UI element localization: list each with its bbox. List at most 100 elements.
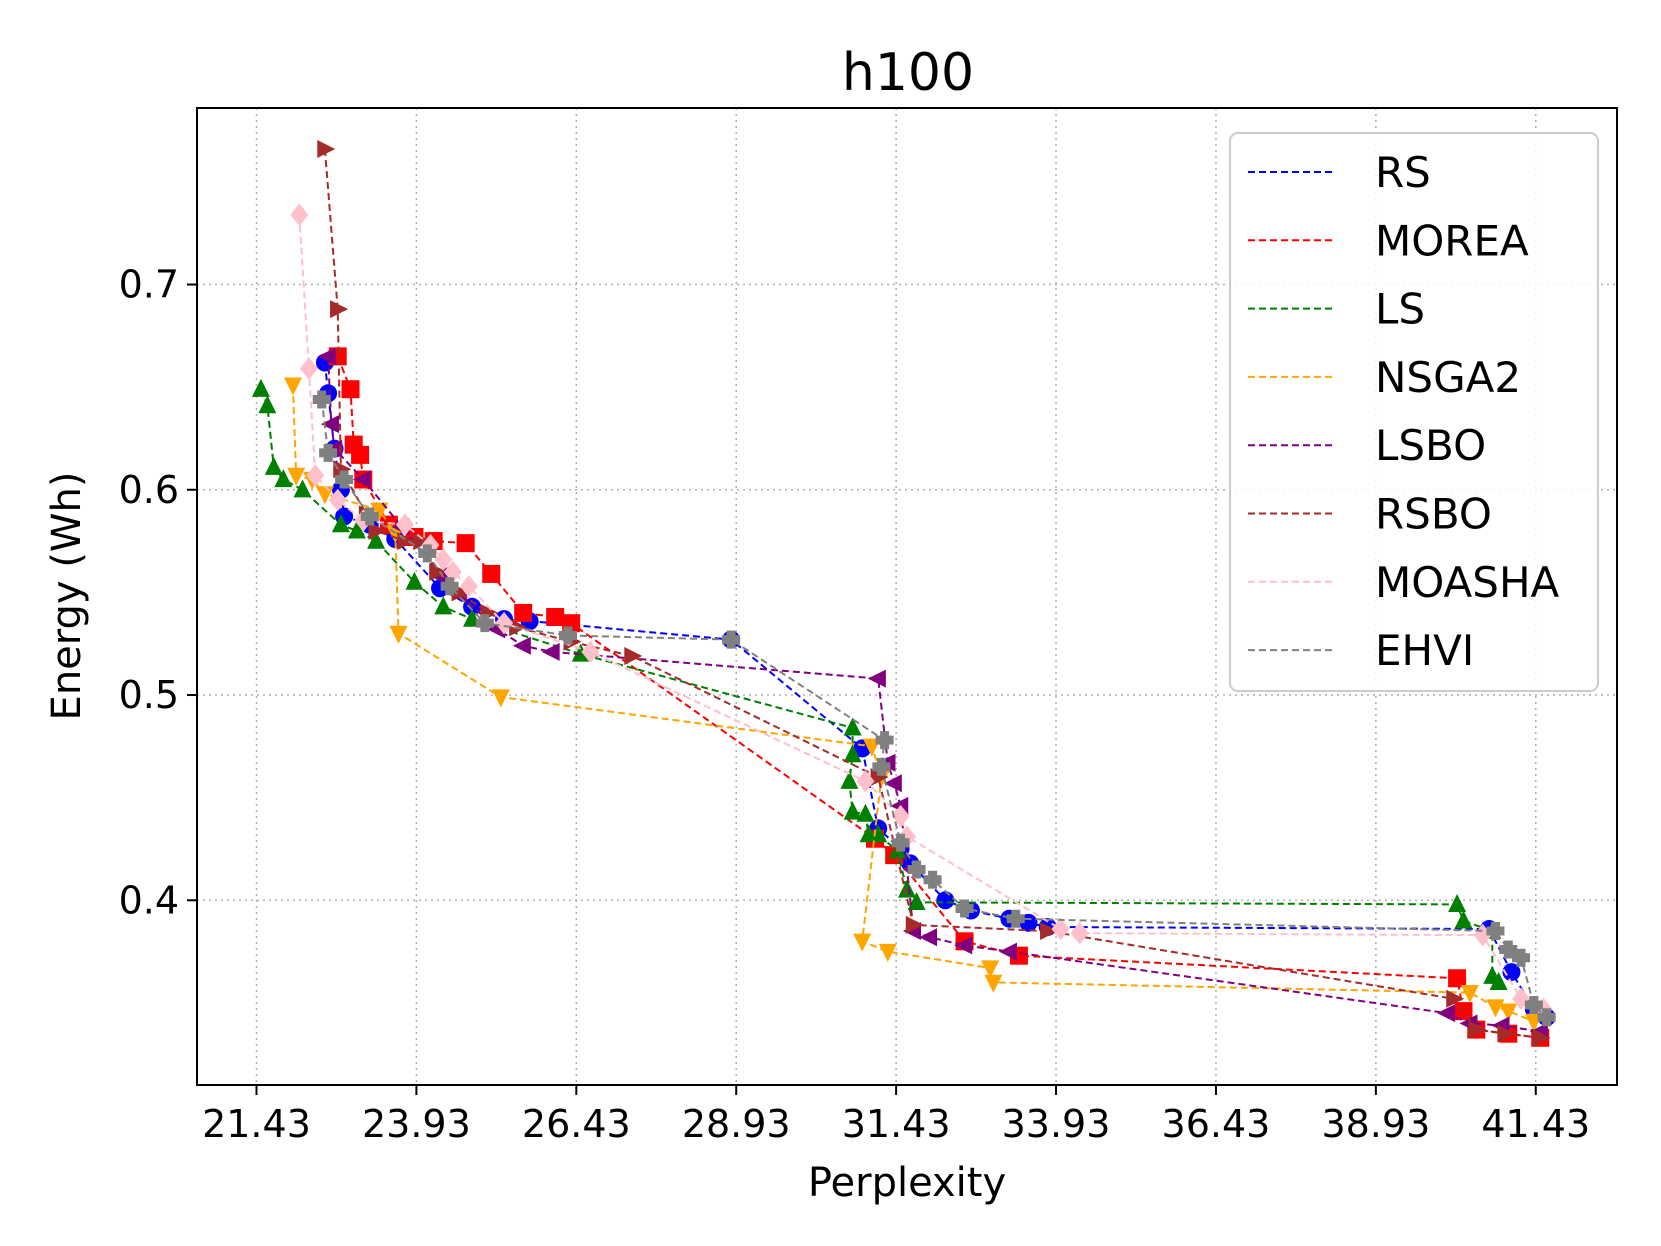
data-point-ls [258,395,277,414]
legend-label-morea: MOREA [1375,216,1529,265]
data-point-ls [347,520,366,539]
x-tick-label: 26.43 [522,1102,631,1146]
data-point-rsbo [1497,1024,1516,1043]
data-point-nsga2 [287,467,306,486]
data-point-ls [571,643,590,662]
data-point-ehvi [558,626,577,645]
data-point-lsbo [883,774,902,793]
data-point-moasha [1070,921,1089,945]
data-point-moasha [434,548,453,571]
legend-label-moasha: MOASHA [1375,558,1560,607]
data-point-lsbo [512,636,531,655]
data-point-ls [1448,894,1467,913]
data-point-morea [546,608,565,627]
data-point-morea [351,445,370,464]
data-point-morea [456,534,475,553]
data-point-rsbo [905,915,924,934]
data-point-ls [367,530,386,549]
y-tick-label: 0.7 [119,263,179,307]
data-point-ehvi [891,833,910,852]
data-point-ehvi [923,870,942,889]
data-point-nsga2 [389,625,408,644]
data-point-morea [482,564,501,583]
data-point-lsbo [320,415,339,434]
data-point-rsbo [1468,1020,1487,1039]
legend-label-rsbo: RSBO [1375,490,1492,539]
series-ehvi [312,390,1556,1027]
data-point-moasha [1051,917,1070,941]
x-tick-label: 33.93 [1002,1102,1111,1146]
data-point-rsbo [317,140,336,159]
data-point-moasha [306,464,325,487]
series-ls [251,378,1508,991]
data-point-moasha [328,488,347,512]
legend-label-rs: RS [1375,148,1431,197]
data-point-ls [264,456,283,475]
data-point-lsbo [998,942,1017,961]
data-point-ehvi [1512,948,1531,967]
data-point-moasha [581,640,600,664]
data-point-ls [898,879,916,898]
data-point-lsbo [867,669,886,688]
data-point-lsbo [919,928,938,947]
data-point-rsbo [429,562,448,581]
data-point-ehvi [418,544,437,563]
data-point-ls [405,571,424,590]
data-point-rsbo [1446,989,1465,1008]
data-point-moasha [459,574,478,598]
legend-label-ehvi: EHVI [1375,626,1474,675]
x-axis-label: Perplexity [808,1160,1006,1206]
data-point-lsbo [541,642,560,661]
x-tick-label: 21.43 [202,1102,311,1146]
data-point-moasha [395,513,414,536]
data-point-ls [293,479,312,498]
y-tick-label: 0.6 [119,468,179,512]
data-point-ehvi [1524,995,1543,1014]
data-point-ls [843,801,862,820]
data-point-ehvi [872,757,891,776]
chart-title: h100 [842,43,974,103]
legend-label-lsbo: LSBO [1375,421,1486,470]
data-point-ehvi [875,731,894,750]
data-point-ehvi [907,860,926,879]
data-point-nsga2 [370,502,389,521]
data-point-morea [341,380,360,399]
data-point-nsga2 [878,943,897,962]
legend: RS MOREA LS NSGA2 LSBO RSBO MOASHA EHVI [1229,132,1599,692]
series-line-lsbo [327,356,1541,1033]
data-point-ls [274,469,293,488]
data-point-ehvi [1006,909,1025,928]
data-point-nsga2 [984,974,1003,993]
data-point-nsga2 [981,960,1000,979]
data-point-ehvi [955,899,974,918]
data-point-rs [1502,963,1521,982]
data-point-morea [1448,969,1467,988]
x-tick-label: 38.93 [1321,1102,1430,1146]
data-point-rsbo [1532,1028,1551,1047]
data-point-ls [251,378,270,397]
data-point-ehvi [360,507,379,526]
legend-box [1229,132,1599,692]
data-point-ehvi [335,470,354,489]
data-point-ls [840,770,859,789]
data-point-moasha [299,357,318,380]
data-point-rsbo [624,647,643,666]
y-tick-label: 0.4 [119,878,179,922]
data-point-lsbo [1437,1004,1456,1023]
data-point-ls [843,744,862,763]
data-point-lsbo [352,470,371,489]
data-point-ehvi [1486,922,1505,941]
data-point-rsbo [333,460,352,479]
data-point-ls [331,514,350,533]
data-point-morea [514,603,533,622]
data-point-ehvi [312,390,331,409]
data-point-ehvi [722,630,741,649]
data-point-rsbo [368,521,387,540]
legend-label-ls: LS [1375,285,1425,334]
x-tick-label: 41.43 [1481,1102,1590,1146]
data-point-nsga2 [853,933,872,952]
data-point-ls [843,717,862,736]
data-point-ehvi [475,614,494,633]
data-point-ls [856,803,875,822]
